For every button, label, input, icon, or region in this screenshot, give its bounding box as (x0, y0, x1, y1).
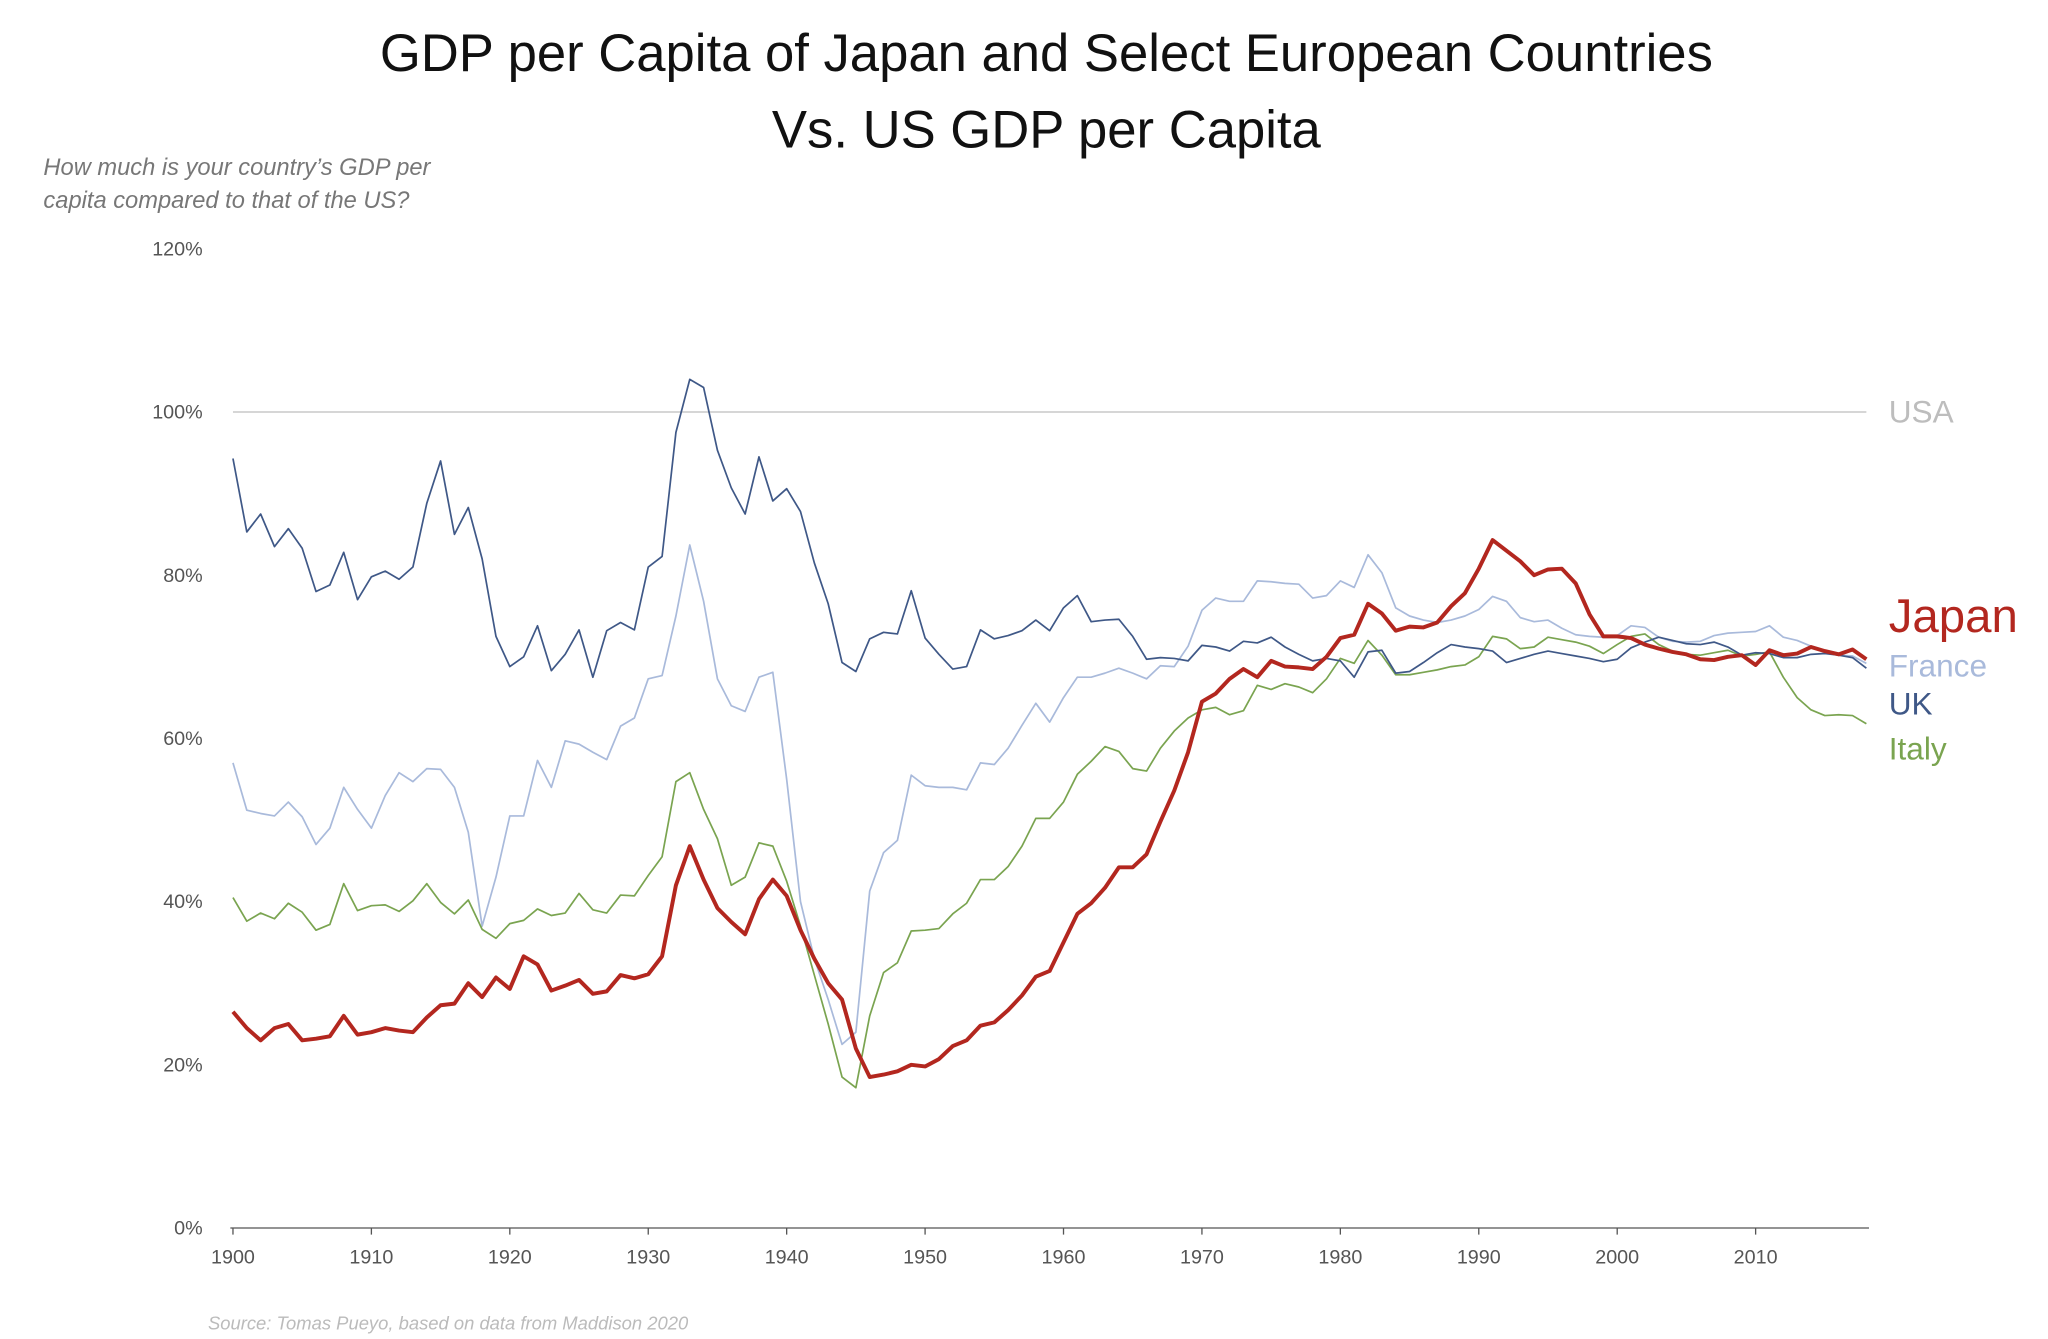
y-tick-label: 60% (163, 728, 203, 750)
x-tick-label: 1990 (1457, 1247, 1501, 1269)
series-line (232, 378, 1867, 679)
y-tick-label: 40% (163, 891, 203, 913)
x-tick-label: 1940 (765, 1247, 809, 1269)
x-tick-label: 1960 (1042, 1247, 1086, 1269)
chart-title: Vs. US GDP per Capita (772, 100, 1322, 159)
x-tick-label: 1910 (349, 1247, 393, 1269)
y-tick-label: 0% (174, 1218, 203, 1240)
legend-label: UK (1889, 686, 1933, 722)
x-tick-label: 1930 (626, 1247, 670, 1269)
series-line (231, 538, 1868, 1080)
legend-label: France (1889, 648, 1987, 684)
x-tick-label: 1900 (211, 1247, 255, 1269)
legend-label: Japan (1889, 590, 2018, 643)
x-tick-label: 1950 (903, 1247, 947, 1269)
legend-label: USA (1889, 394, 1954, 430)
y-tick-label: 100% (152, 402, 202, 424)
x-tick-label: 1980 (1318, 1247, 1362, 1269)
x-tick-label: 2010 (1734, 1247, 1778, 1269)
y-tick-label: 120% (152, 238, 202, 260)
chart-subtitle: How much is your country’s GDP per (43, 155, 431, 181)
chart-title: GDP per Capita of Japan and Select Europ… (380, 24, 1713, 83)
chart-subtitle: capita compared to that of the US? (43, 188, 410, 214)
y-tick-label: 80% (163, 565, 203, 587)
x-tick-label: 1920 (488, 1247, 532, 1269)
source-note: Source: Tomas Pueyo, based on data from … (208, 1312, 689, 1333)
y-tick-label: 20% (163, 1054, 203, 1076)
series-line (232, 633, 1867, 1089)
series-line (232, 544, 1867, 1046)
x-tick-label: 2000 (1595, 1247, 1639, 1269)
x-tick-label: 1970 (1180, 1247, 1224, 1269)
legend-label: Italy (1889, 730, 1947, 766)
